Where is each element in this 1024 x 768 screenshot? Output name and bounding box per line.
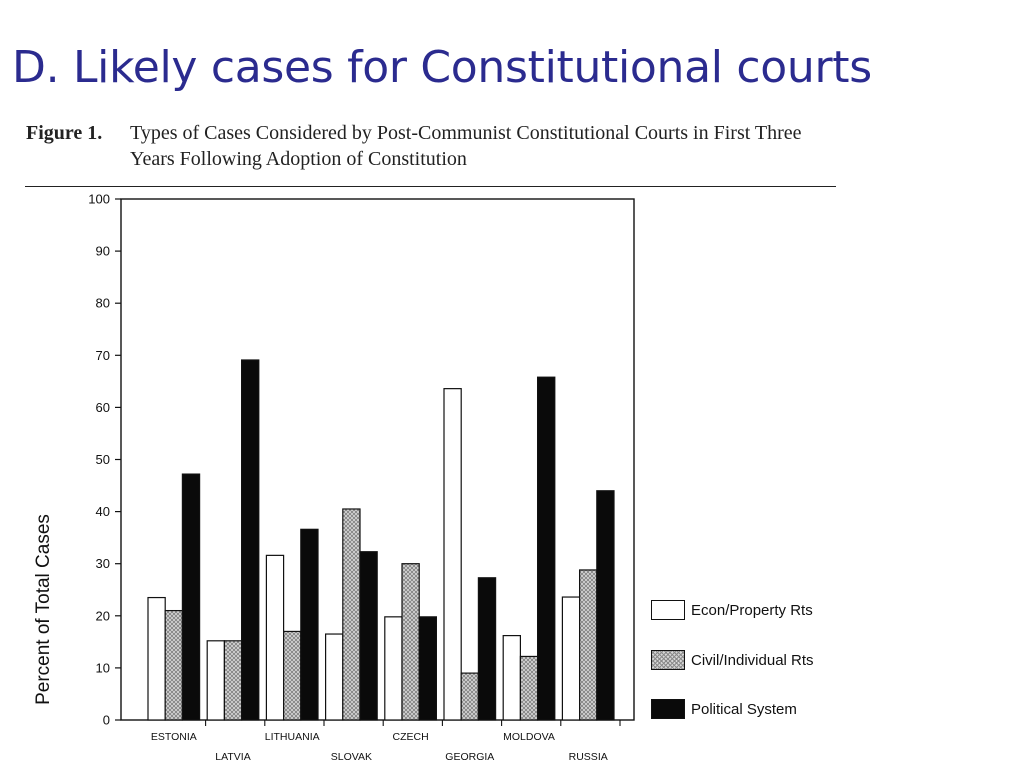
bar-civil xyxy=(401,563,420,721)
chart-labels: 0 10 20 30 40 50 60 70 80 90 100 Percent of Total C… xyxy=(33,192,608,764)
bar-political xyxy=(241,359,260,721)
figure-caption-text: Types of Cases Considered by Post-Commun… xyxy=(130,122,802,170)
slide-title: D. Likely cases for Constitutional court… xyxy=(12,42,872,93)
x-category-label: MOLDOVA xyxy=(503,731,555,743)
x-category-label: ESTONIA xyxy=(151,731,197,743)
bar-political xyxy=(300,528,319,721)
y-tick-label: 90 xyxy=(96,244,110,259)
y-tick-label: 50 xyxy=(96,452,110,467)
bar-econ xyxy=(561,596,581,721)
x-category-label: RUSSIA xyxy=(569,751,608,763)
x-category-label: LITHUANIA xyxy=(265,731,320,743)
bar-econ xyxy=(147,596,166,721)
bar-civil xyxy=(223,640,243,721)
legend-label-civil: Civil/Individual Rts xyxy=(691,652,814,669)
caption-divider xyxy=(25,186,836,187)
legend-swatch-econ xyxy=(651,600,685,620)
bar-econ xyxy=(325,633,344,721)
y-tick-label: 0 xyxy=(103,713,110,728)
y-tick-label: 70 xyxy=(96,348,110,363)
legend-swatch-political xyxy=(651,699,685,719)
bar-civil xyxy=(460,672,480,721)
y-axis-label: Percent of Total Cases xyxy=(33,514,54,705)
bar-political xyxy=(477,577,497,721)
x-category-label: SLOVAK xyxy=(331,751,372,763)
y-tick-label: 10 xyxy=(96,660,110,675)
bar-econ xyxy=(443,388,462,721)
bar-econ xyxy=(502,634,522,721)
bar-political xyxy=(418,616,438,721)
legend-swatch-civil xyxy=(651,650,685,670)
bar-econ xyxy=(265,554,285,721)
bar-political xyxy=(181,473,201,721)
chart-bars xyxy=(147,359,615,721)
x-category-label: CZECH xyxy=(393,731,429,743)
bar-civil xyxy=(519,655,539,721)
bar-econ xyxy=(206,640,225,721)
bar-civil xyxy=(164,609,183,721)
y-tick-label: 80 xyxy=(96,296,110,311)
bar-political xyxy=(536,376,556,721)
x-category-label: GEORGIA xyxy=(445,751,494,763)
bar-econ xyxy=(384,616,403,721)
y-tick-label: 30 xyxy=(96,556,110,571)
bar-political xyxy=(359,551,378,721)
y-tick-label: 100 xyxy=(88,192,110,207)
y-tick-label: 20 xyxy=(96,608,110,623)
x-category-label: LATVIA xyxy=(215,751,250,763)
bar-civil xyxy=(283,630,302,721)
legend-label-political: Political System xyxy=(691,701,797,718)
figure-caption-label: Figure 1. xyxy=(26,122,103,144)
y-tick-label: 60 xyxy=(96,400,110,415)
bar-civil xyxy=(342,508,361,721)
y-tick-label: 40 xyxy=(96,504,110,519)
bar-civil xyxy=(578,569,598,721)
bar-political xyxy=(596,490,615,721)
legend-label-econ: Econ/Property Rts xyxy=(691,602,813,619)
